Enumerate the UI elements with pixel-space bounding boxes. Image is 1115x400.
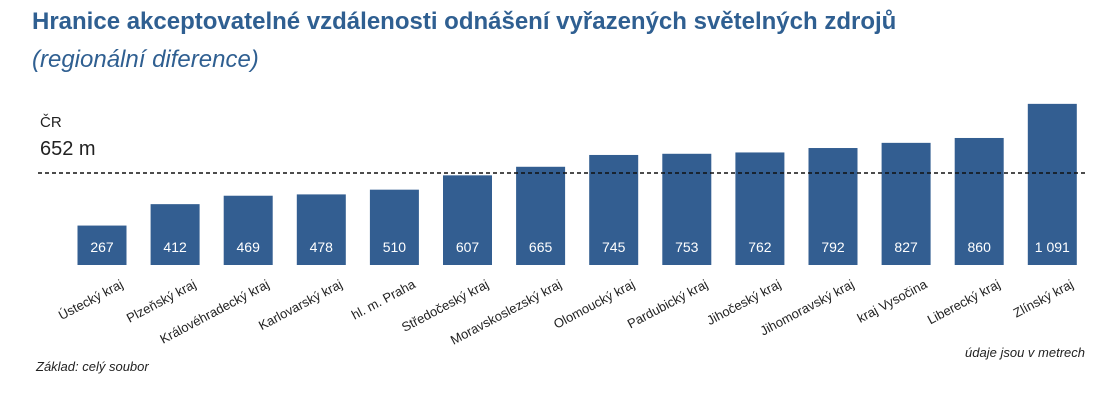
base-note: Základ: celý soubor	[36, 359, 149, 374]
data-label-9: 753	[675, 239, 699, 255]
data-label-10: 762	[748, 239, 772, 255]
bar-11	[808, 148, 858, 265]
data-label-12: 827	[894, 239, 918, 255]
category-label-12: kraj Vysočina	[855, 276, 931, 326]
bar-10	[735, 152, 785, 265]
category-label-1: Ústecký kraj	[56, 276, 126, 323]
data-label-6: 607	[456, 239, 480, 255]
reference-value: 652 m	[40, 138, 96, 160]
chart-title: Hranice akceptovatelné vzdálenosti odnáš…	[32, 8, 897, 35]
category-label-9: Pardubický kraj	[625, 276, 711, 331]
bar-4	[296, 194, 346, 265]
category-label-5: hl. m. Praha	[349, 276, 419, 323]
bar-13	[954, 137, 1004, 265]
data-label-7: 665	[529, 239, 553, 255]
bar-6	[443, 175, 492, 265]
data-label-13: 860	[968, 239, 992, 255]
category-label-14: Zlínský kraj	[1011, 276, 1076, 320]
data-label-3: 469	[237, 239, 261, 255]
category-label-13: Liberecký kraj	[925, 276, 1003, 327]
data-label-11: 792	[821, 239, 845, 255]
category-label-4: Karlovarský kraj	[256, 276, 345, 333]
chart-subtitle: (regionální diference)	[32, 46, 259, 73]
bar-5	[369, 189, 419, 265]
category-label-8: Olomoucký kraj	[551, 276, 637, 331]
bar-7	[516, 166, 566, 265]
bar-1	[77, 225, 127, 265]
reference-label: ČR	[40, 114, 62, 131]
data-label-2: 412	[163, 239, 187, 255]
data-label-1: 267	[90, 239, 114, 255]
data-label-4: 478	[310, 239, 334, 255]
data-label-5: 510	[383, 239, 407, 255]
bar-2	[150, 204, 200, 265]
bar-14	[1027, 103, 1077, 265]
unit-note: údaje jsou v metrech	[965, 345, 1085, 360]
data-label-14: 1 091	[1035, 239, 1070, 255]
data-label-8: 745	[602, 239, 626, 255]
bar-3	[223, 195, 273, 265]
bar-12	[881, 142, 931, 265]
